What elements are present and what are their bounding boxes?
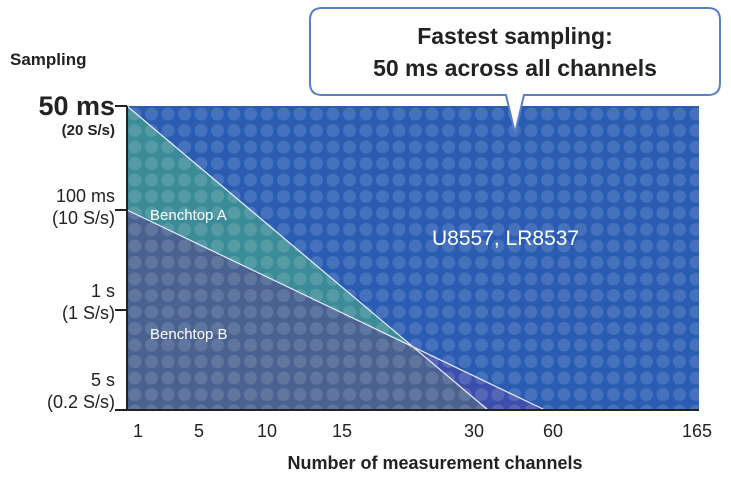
x-tick-label: 5 bbox=[193, 421, 205, 441]
line-benchtop-a bbox=[126, 105, 489, 411]
y-tick-rate: (20 S/s) bbox=[61, 122, 115, 139]
label-benchtop-a: Benchtop A bbox=[150, 207, 227, 224]
line-benchtop-b bbox=[126, 209, 546, 411]
x-tick-label: 10 bbox=[256, 421, 278, 441]
y-tick-value: 50 ms bbox=[38, 91, 115, 121]
y-tick-rate: (0.2 S/s) bbox=[46, 392, 115, 412]
callout-text: Fastest sampling: 50 ms across all chann… bbox=[312, 20, 718, 84]
x-tick-label: 165 bbox=[681, 421, 713, 441]
y-tick-value: 1 s bbox=[90, 281, 115, 301]
x-tick-label: 1 bbox=[132, 421, 144, 441]
x-tick-label: 15 bbox=[331, 421, 353, 441]
x-tick-label: 60 bbox=[542, 421, 564, 441]
dot-pattern bbox=[127, 106, 699, 410]
label-u8557-lr8537: U8557, LR8537 bbox=[432, 227, 580, 250]
y-tick-rate: (10 S/s) bbox=[51, 208, 115, 228]
y-tick-label: 1 s (1 S/s) bbox=[62, 280, 115, 324]
x-tick-label: 30 bbox=[463, 421, 485, 441]
callout-line-1: Fastest sampling: bbox=[417, 23, 613, 49]
y-tick-rate: (1 S/s) bbox=[61, 303, 115, 323]
callout-bubble bbox=[309, 7, 721, 134]
label-benchtop-b: Benchtop B bbox=[150, 326, 228, 343]
y-tick-value: 5 s bbox=[90, 370, 115, 390]
y-axis-label: Sampling bbox=[10, 50, 87, 69]
callout-line-2: 50 ms across all channels bbox=[373, 55, 657, 81]
y-tick-label: 5 s (0.2 S/s) bbox=[47, 369, 115, 413]
y-tick-label: 50 ms (20 S/s) bbox=[38, 92, 115, 142]
x-axis-label: Number of measurement channels bbox=[287, 453, 583, 473]
y-tick-value: 100 ms bbox=[55, 186, 115, 206]
y-tick-label: 100 ms (10 S/s) bbox=[52, 185, 115, 229]
